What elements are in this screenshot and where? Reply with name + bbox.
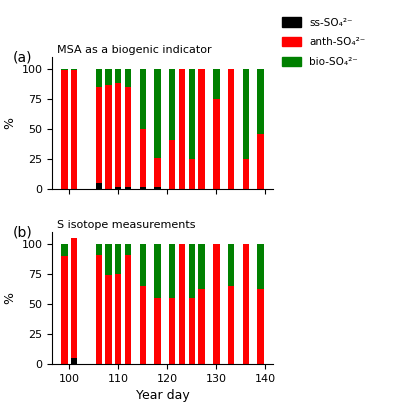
Bar: [169, 244, 175, 298]
Bar: [140, 244, 146, 286]
Bar: [95, 69, 102, 87]
Bar: [188, 160, 195, 189]
Bar: [169, 298, 175, 364]
Bar: [154, 69, 161, 158]
Bar: [95, 87, 102, 184]
Bar: [140, 69, 146, 129]
Bar: [115, 187, 122, 189]
Bar: [125, 69, 131, 87]
Bar: [169, 69, 175, 140]
Bar: [115, 244, 122, 274]
Bar: [115, 274, 122, 364]
Bar: [95, 255, 102, 364]
Bar: [243, 69, 249, 160]
Bar: [125, 255, 131, 364]
Bar: [154, 158, 161, 187]
Bar: [154, 187, 161, 189]
Bar: [179, 244, 185, 364]
Bar: [188, 244, 195, 298]
Bar: [179, 69, 185, 189]
Bar: [198, 244, 205, 290]
Bar: [61, 244, 67, 256]
Bar: [169, 140, 175, 189]
Bar: [61, 69, 67, 70]
Bar: [105, 69, 111, 85]
Bar: [257, 290, 263, 364]
Bar: [213, 69, 219, 99]
Bar: [257, 69, 263, 134]
Text: (a): (a): [12, 51, 32, 65]
Bar: [243, 160, 249, 189]
Bar: [61, 70, 67, 189]
Bar: [71, 69, 77, 70]
Bar: [105, 275, 111, 364]
Bar: [115, 69, 122, 83]
Bar: [95, 244, 102, 255]
Bar: [228, 69, 234, 189]
Bar: [154, 244, 161, 298]
Bar: [71, 70, 77, 189]
Text: S isotope measurements: S isotope measurements: [57, 220, 195, 229]
X-axis label: Year day: Year day: [136, 389, 189, 402]
Bar: [188, 298, 195, 364]
Bar: [228, 244, 234, 286]
Bar: [257, 134, 263, 189]
Bar: [105, 85, 111, 189]
Bar: [140, 129, 146, 187]
Bar: [95, 184, 102, 189]
Bar: [213, 99, 219, 189]
Bar: [115, 83, 122, 187]
Bar: [140, 286, 146, 364]
Bar: [257, 244, 263, 290]
Bar: [198, 69, 205, 189]
Legend: ss-SO₄²⁻, anth-SO₄²⁻, bio-SO₄²⁻: ss-SO₄²⁻, anth-SO₄²⁻, bio-SO₄²⁻: [282, 18, 365, 67]
Text: MSA as a biogenic indicator: MSA as a biogenic indicator: [57, 45, 211, 55]
Bar: [154, 298, 161, 364]
Bar: [125, 187, 131, 189]
Y-axis label: %: %: [3, 292, 16, 304]
Bar: [188, 69, 195, 160]
Bar: [125, 244, 131, 255]
Bar: [71, 238, 77, 358]
Bar: [140, 187, 146, 189]
Y-axis label: %: %: [3, 117, 16, 129]
Bar: [228, 286, 234, 364]
Bar: [71, 358, 77, 364]
Bar: [198, 290, 205, 364]
Bar: [105, 244, 111, 275]
Bar: [61, 256, 67, 364]
Bar: [125, 87, 131, 187]
Bar: [213, 244, 219, 364]
Bar: [243, 244, 249, 364]
Text: (b): (b): [12, 225, 32, 239]
